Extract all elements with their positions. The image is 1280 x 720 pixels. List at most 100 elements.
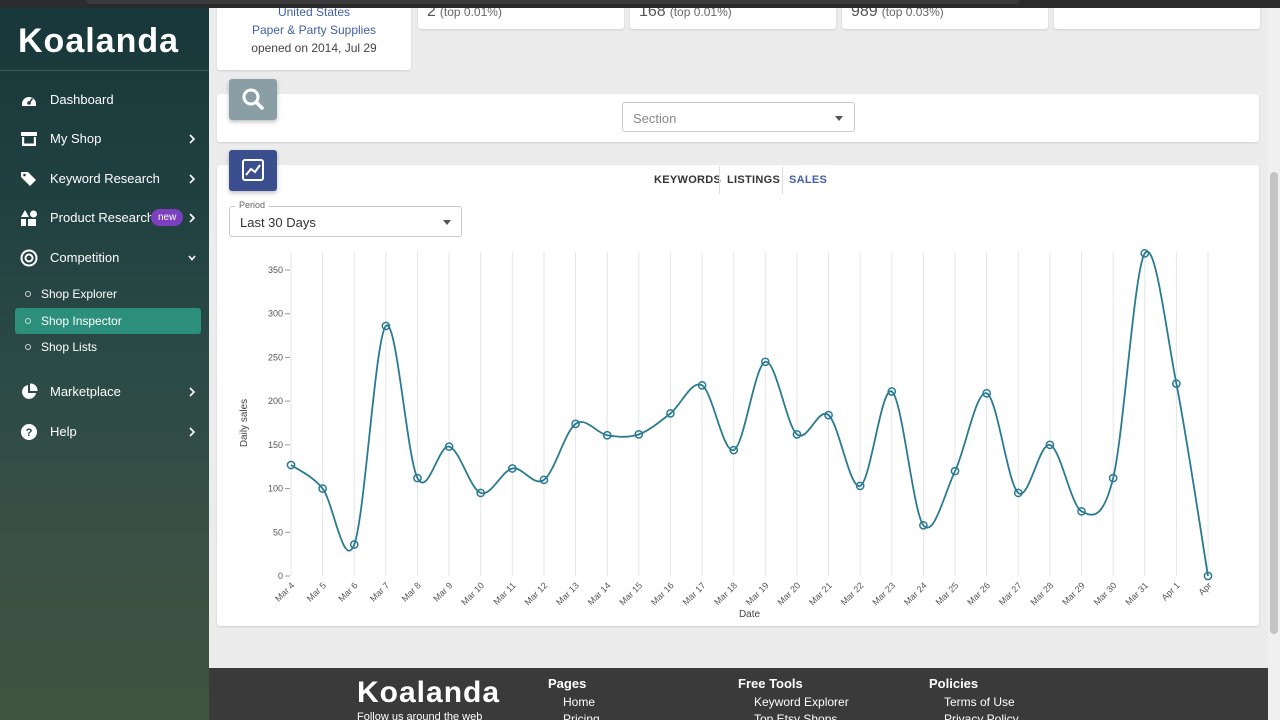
search-icon [242,88,264,110]
footer-link-terms[interactable]: Terms of Use [944,695,1015,709]
sidebar: Koalanda Dashboard My Shop Keyword Resea… [0,0,209,720]
bullet-icon [25,344,31,350]
y-tick-label: 300 [268,309,283,319]
chevron-right-icon [189,213,196,223]
x-tick-label: Mar 27 [997,580,1024,607]
new-badge: new [151,209,184,226]
x-tick-label: Mar 21 [807,580,834,607]
sidebar-item-label: Product Research [50,210,155,225]
sidebar-item-competition[interactable]: Competition [0,243,209,273]
sidebar-subitem-label: Shop Lists [41,340,98,354]
stat-rank: (top 0.03%) [881,5,944,19]
shapes-icon [21,210,37,226]
x-tick-label: Mar 28 [1028,580,1055,607]
section-select[interactable]: Section [622,102,855,132]
footer-pages-title: Pages [548,676,587,691]
sidebar-item-help[interactable]: ? Help [0,417,209,447]
footer-link-privacy[interactable]: Privacy Policy [944,712,1019,720]
data-point [950,466,960,476]
sidebar-item-label: Dashboard [50,92,114,107]
data-point [919,520,928,530]
browser-top-strip [0,0,1280,8]
stat-value: 2 (top 0.01%) [427,3,502,21]
x-tick-label: Mar 29 [1060,580,1087,607]
tab-keywords[interactable]: KEYWORDS [654,174,722,186]
x-tick-label: Mar 4 [273,580,296,603]
x-tick-label: Mar 31 [1123,580,1150,607]
page-scrollbar[interactable] [1268,8,1280,720]
data-point [444,442,454,451]
footer: Koalanda Follow us around the web Pages … [209,668,1268,720]
tab-sales[interactable]: SALES [789,174,828,186]
chart-panel [217,165,1259,626]
dropdown-caret-icon [443,220,451,225]
scrollbar-thumb[interactable] [1270,172,1278,634]
footer-link-top-etsy-shops[interactable]: Top Etsy Shops [754,712,838,720]
chart-toggle-button[interactable] [229,150,277,191]
sidebar-item-dashboard[interactable]: Dashboard [0,85,209,115]
data-point [539,475,549,485]
sidebar-subitem-shop-lists[interactable]: Shop Lists [15,334,201,360]
x-tick-label: Mar 20 [775,580,802,607]
data-point [602,430,612,440]
data-point [1045,440,1055,450]
section-placeholder: Section [633,111,677,126]
x-tick-label: Apr 1 [1160,580,1182,602]
x-tick-label: Mar 22 [839,580,866,607]
bullet-icon [25,318,31,324]
shop-opened-date: opened on 2014, Jul 29 [251,41,377,55]
pie-icon [22,383,38,399]
x-tick-label: Mar 14 [586,580,613,607]
x-tick-label: Mar 15 [617,580,644,607]
x-tick-label: Mar 17 [681,580,708,607]
tab-listings[interactable]: LISTINGS [727,174,781,186]
sidebar-item-product-research[interactable]: Product Research new [0,203,209,233]
x-tick-label: Mar 8 [400,580,423,603]
x-tick-label: Mar 13 [554,580,581,607]
data-point [1203,571,1213,581]
data-point [286,460,296,470]
x-tick-label: Mar 19 [744,580,771,607]
data-point [824,410,833,420]
target-icon [20,249,38,267]
x-tick-label: Mar 18 [712,580,739,607]
data-point [982,388,992,398]
sidebar-item-label: My Shop [50,131,102,146]
store-icon [21,132,37,146]
y-tick-label: 200 [268,396,283,406]
chevron-right-icon [189,427,196,437]
y-tick-label: 50 [273,527,283,537]
chevron-right-icon [189,134,196,144]
footer-follow-text: Follow us around the web [357,711,483,720]
data-point [318,484,327,493]
data-point [855,481,865,491]
x-tick-label: Mar 24 [902,580,929,607]
sidebar-subitem-shop-inspector[interactable]: Shop Inspector [15,308,201,334]
data-point [349,540,359,549]
data-point [571,419,580,429]
sidebar-item-my-shop[interactable]: My Shop [0,124,209,154]
brand-logo[interactable]: Koalanda [18,22,180,60]
data-point [507,464,517,473]
shop-category-link[interactable]: Paper & Party Supplies [251,23,377,37]
sidebar-item-marketplace[interactable]: Marketplace [0,377,209,407]
sidebar-subitem-shop-explorer[interactable]: Shop Explorer [15,281,201,307]
footer-link-pricing[interactable]: Pricing [563,712,600,720]
sidebar-item-keyword-research[interactable]: Keyword Research [0,164,209,194]
sidebar-item-label: Help [50,424,77,439]
footer-logo[interactable]: Koalanda [357,676,501,709]
dashboard-icon [22,97,36,106]
daily-sales-chart: 0 50 100 150 200 250 300 350 Mar 4 Mar 5 Mar 6 Mar … [239,249,1213,620]
search-toggle-button[interactable] [229,79,277,120]
footer-tools-title: Free Tools [738,676,803,691]
footer-link-home[interactable]: Home [563,695,596,709]
footer-link-keyword-explorer[interactable]: Keyword Explorer [754,695,849,709]
shop-country-link[interactable]: United States [277,5,351,19]
period-select[interactable]: Last 30 Days [229,206,462,237]
y-tick-label: 0 [278,571,283,581]
shop-info-card: United States Paper & Party Supplies ope… [217,0,411,70]
sidebar-item-label: Marketplace [50,384,121,399]
x-tick-label: Mar 11 [491,580,517,606]
data-point [887,387,897,396]
tab-divider [719,166,720,194]
